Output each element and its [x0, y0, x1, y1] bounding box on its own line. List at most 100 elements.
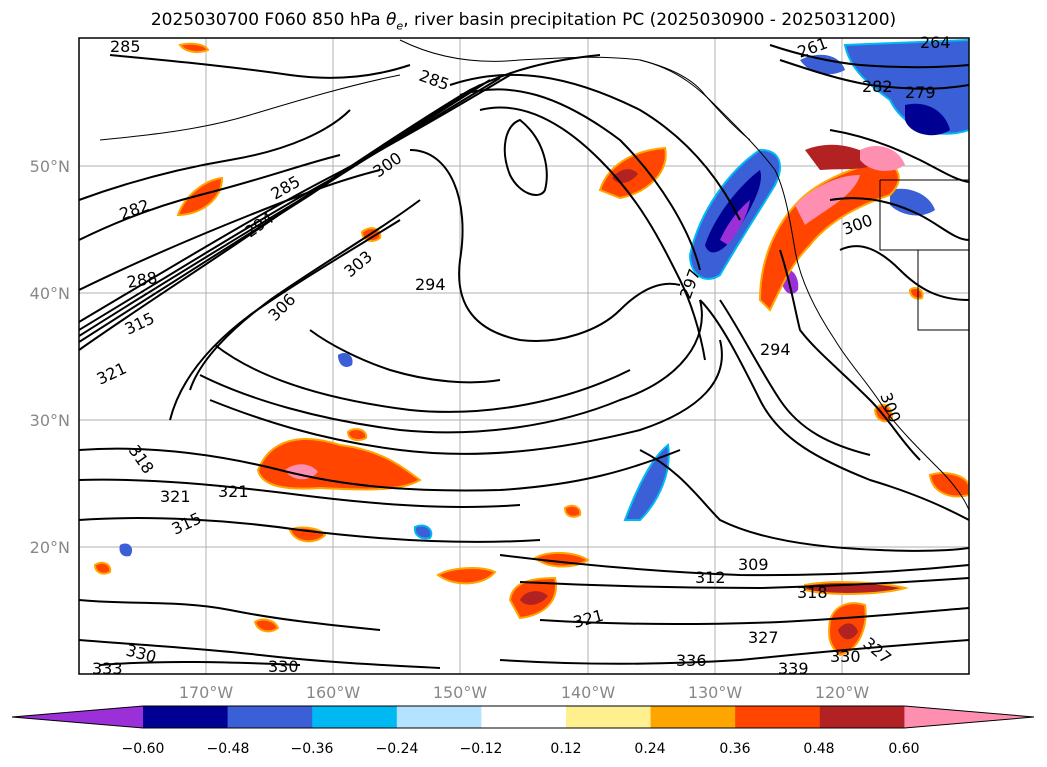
contour-line: [449, 73, 741, 221]
precipitation-shading: [93, 38, 969, 657]
contour-label: 279: [905, 83, 936, 102]
contour-label: 330: [830, 647, 861, 666]
contour-label: 339: [778, 659, 809, 678]
contour-line: [409, 149, 681, 342]
colorbar-extend-low: [12, 706, 143, 728]
contour-line: [639, 449, 969, 552]
contour-label: 321: [160, 487, 191, 506]
lat-label: 40°N: [30, 284, 70, 303]
precip-negative-area: [119, 543, 133, 557]
precip-negative-area: [905, 103, 950, 136]
contour-line: [79, 478, 521, 508]
contour-line: [79, 77, 501, 331]
contour-line: [79, 639, 441, 669]
lon-label: 160°W: [306, 683, 361, 702]
colorbar-segment: [312, 706, 398, 728]
precip-positive-area: [908, 287, 924, 300]
precip-positive-area: [436, 567, 497, 585]
colorbar-extend-high: [904, 706, 1034, 728]
contour-line: [79, 169, 381, 291]
coastline: [99, 39, 969, 511]
contour-line: [99, 660, 301, 666]
precip-positive-area: [285, 464, 318, 480]
contour-line: [79, 599, 381, 631]
contour-label: 264: [920, 33, 951, 52]
lon-label: 120°W: [815, 683, 870, 702]
contour-line: [79, 447, 681, 492]
colorbar-tick: −0.36: [291, 741, 334, 757]
precip-positive-area: [928, 472, 969, 498]
longitude-labels: 170°W 160°W 150°W 140°W 130°W 120°W: [179, 683, 870, 702]
contour-label: 327: [748, 628, 779, 647]
precip-negative-area: [338, 353, 353, 367]
latitude-labels: 50°N 40°N 30°N 20°N: [30, 157, 70, 557]
contour-label: 336: [676, 651, 707, 670]
contour-line: [779, 59, 969, 90]
contour-line: [214, 344, 631, 413]
contour-line: [209, 339, 723, 455]
colorbar-segment: [396, 706, 482, 728]
contour-line: [699, 299, 969, 521]
colorbar-segment: [735, 706, 821, 728]
contour-line: [79, 517, 541, 543]
contour-line: [109, 54, 411, 79]
contour-label: 312: [695, 568, 726, 587]
contour-label: 330: [268, 657, 299, 676]
contour-line: [199, 299, 703, 434]
precip-positive-area: [758, 158, 900, 312]
precip-positive-area: [520, 591, 548, 605]
contour-label: 285: [110, 37, 141, 56]
contour-label: 294: [760, 340, 791, 359]
contour-label: 309: [738, 555, 769, 574]
precip-negative-area: [890, 188, 935, 216]
colorbar-tick: −0.48: [207, 741, 250, 757]
lon-label: 150°W: [433, 683, 488, 702]
contour-line: [539, 607, 969, 626]
contour-label: 333: [92, 659, 123, 678]
contour-line: [719, 299, 871, 456]
precip-positive-area: [860, 145, 905, 172]
precip-positive-area: [253, 618, 280, 633]
colorbar-tick: −0.60: [122, 741, 165, 757]
precip-negative-area: [720, 200, 750, 245]
contour-line: [79, 74, 511, 323]
precip-positive-area: [795, 175, 860, 225]
map-title: 2025030700 F060 850 hPa θe, river basin …: [150, 10, 897, 33]
precip-negative-area: [843, 38, 969, 135]
contour-line: [479, 106, 706, 361]
contour-line: [503, 118, 548, 196]
contour-label: 318: [797, 583, 828, 602]
colorbar-segment: [650, 706, 736, 728]
precip-positive-area: [838, 623, 858, 640]
contour-line: [829, 129, 969, 183]
contour-line: [459, 88, 701, 271]
contour-line: [189, 199, 421, 391]
contour-line: [829, 197, 969, 241]
contour-line: [769, 44, 969, 69]
colorbar-tick: −0.24: [376, 741, 419, 757]
contour-line: [839, 245, 969, 301]
lat-label: 50°N: [30, 157, 70, 176]
precip-negative-area: [623, 443, 670, 521]
colorbar-tick: 0.60: [888, 741, 919, 757]
contour-line: [499, 554, 969, 577]
colorbar-tick: 0.48: [803, 741, 834, 757]
precip-negative-area: [705, 170, 761, 253]
colorbar-segment: [143, 706, 229, 728]
contour-label: 294: [415, 275, 446, 294]
colorbar-segment: [227, 706, 313, 728]
colorbar-outline: [11, 705, 1035, 729]
contour-label: 321: [218, 482, 249, 501]
lat-label: 20°N: [30, 538, 70, 557]
colorbar-ticks: −0.60 −0.48 −0.36 −0.24 −0.12 0.12 0.24 …: [122, 741, 920, 757]
lat-label: 30°N: [30, 411, 70, 430]
colorbar-tick: 0.36: [719, 741, 750, 757]
colorbar-segment: [819, 706, 905, 728]
colorbar: [11, 705, 1035, 729]
plot-border: [78, 37, 970, 675]
precip-positive-area: [93, 561, 112, 575]
lon-label: 140°W: [561, 683, 616, 702]
contour-line: [519, 577, 969, 590]
colorbar-segment: [481, 706, 567, 728]
